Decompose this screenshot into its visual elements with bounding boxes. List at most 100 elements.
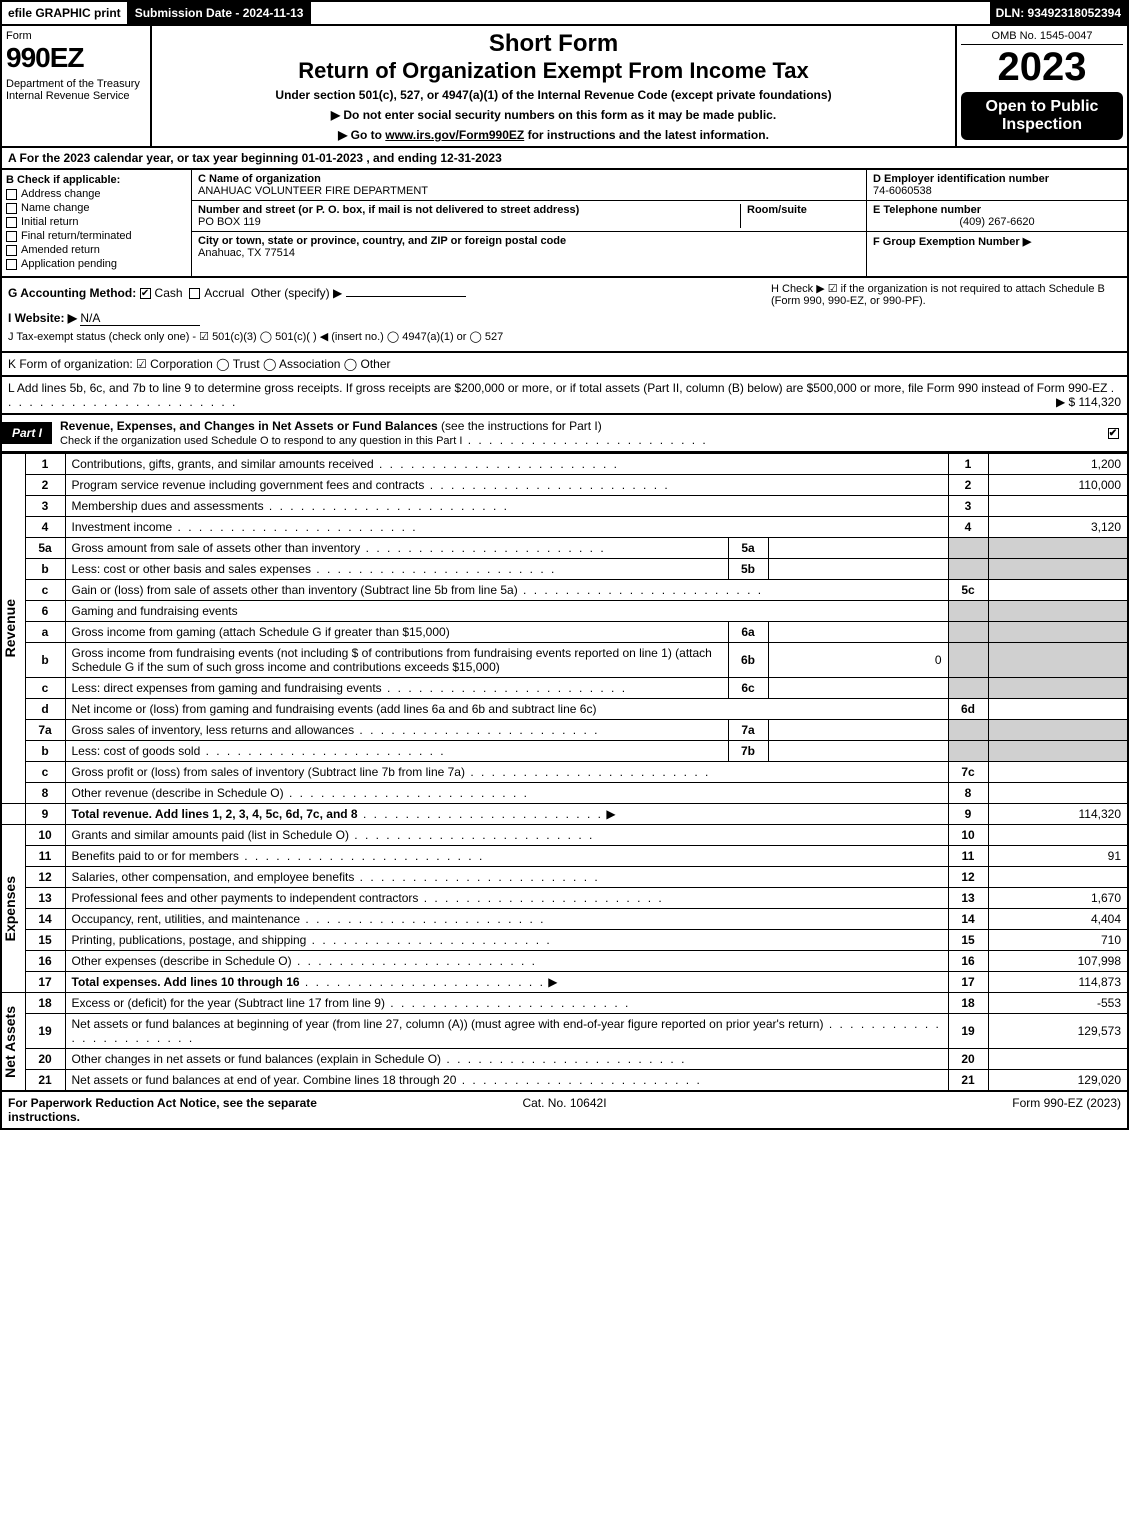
l7c-d: Gross profit or (loss) from sales of inv… [72, 765, 465, 779]
l2-d: Program service revenue including govern… [72, 478, 425, 492]
expenses-label: Expenses [2, 876, 18, 941]
chk-address[interactable]: Address change [6, 188, 187, 200]
website: N/A [80, 311, 200, 326]
d-head: D Employer identification number [873, 173, 1049, 185]
l17-d: Total expenses. Add lines 10 through 16 [72, 975, 300, 989]
chk-final[interactable]: Final return/terminated [6, 230, 187, 242]
part1-checkbox[interactable] [1103, 426, 1127, 440]
part1-title: Revenue, Expenses, and Changes in Net As… [52, 415, 1103, 451]
chk-amended[interactable]: Amended return [6, 244, 187, 256]
col-b: B Check if applicable: Address change Na… [2, 170, 192, 276]
l17-v: 114,873 [988, 972, 1128, 993]
part1-check-line: Check if the organization used Schedule … [60, 435, 462, 447]
section-ghij: H Check ▶ ☑ if the organization is not r… [0, 278, 1129, 353]
l6b-v: 0 [768, 643, 948, 678]
l18-d: Excess or (deficit) for the year (Subtra… [72, 996, 385, 1010]
title-box: Short Form Return of Organization Exempt… [152, 26, 957, 146]
l-amount: ▶ $ 114,320 [1056, 395, 1121, 409]
irs-link[interactable]: www.irs.gov/Form990EZ [385, 128, 524, 142]
l1-v: 1,200 [988, 454, 1128, 475]
short-form-title: Short Form [156, 30, 951, 58]
l1-d: Contributions, gifts, grants, and simila… [72, 457, 374, 471]
city: Anahuac, TX 77514 [198, 247, 295, 259]
footer-center: Cat. No. 10642I [379, 1096, 750, 1124]
room-head: Room/suite [747, 204, 807, 216]
ein: 74-6060538 [873, 185, 932, 197]
l9-v: 114,320 [988, 804, 1128, 825]
l15-v: 710 [988, 930, 1128, 951]
footer-left: For Paperwork Reduction Act Notice, see … [8, 1096, 379, 1124]
c-street-head: Number and street (or P. O. box, if mail… [198, 204, 579, 216]
section-b-through-f: B Check if applicable: Address change Na… [0, 170, 1129, 278]
i-prefix: I Website: ▶ [8, 311, 77, 325]
c-city-head: City or town, state or province, country… [198, 235, 566, 247]
line-j: J Tax-exempt status (check only one) - ☑… [8, 330, 1121, 343]
e-head: E Telephone number [873, 204, 981, 216]
l2-v: 110,000 [988, 475, 1128, 496]
l15-d: Printing, publications, postage, and shi… [72, 933, 307, 947]
part1-tab: Part I [2, 422, 52, 444]
l19-d: Net assets or fund balances at beginning… [72, 1017, 824, 1031]
chk-name[interactable]: Name change [6, 202, 187, 214]
l1-r: 1 [948, 454, 988, 475]
l18-v: -553 [988, 993, 1128, 1014]
l-text: L Add lines 5b, 6c, and 7b to line 9 to … [8, 381, 1107, 395]
l13-v: 1,670 [988, 888, 1128, 909]
l16-v: 107,998 [988, 951, 1128, 972]
form-label: Form [6, 30, 146, 42]
chk-initial[interactable]: Initial return [6, 216, 187, 228]
year-box: OMB No. 1545-0047 2023 Open to Public In… [957, 26, 1127, 146]
l21-d: Net assets or fund balances at end of ye… [72, 1073, 457, 1087]
footer-right: Form 990-EZ (2023) [750, 1096, 1121, 1124]
l7b-d: Less: cost of goods sold [72, 744, 201, 758]
l10-d: Grants and similar amounts paid (list in… [72, 828, 349, 842]
g-other-input[interactable] [346, 296, 466, 297]
form-box: Form 990EZ Department of the Treasury In… [2, 26, 152, 146]
l6b-d: Gross income from fundraising events (no… [72, 646, 712, 674]
efile-label[interactable]: efile GRAPHIC print [2, 2, 129, 24]
line-i: I Website: ▶ N/A [8, 311, 1121, 326]
note-ssn: ▶ Do not enter social security numbers o… [156, 108, 951, 122]
form-number: 990EZ [6, 42, 146, 74]
chk-accrual[interactable] [189, 288, 200, 299]
l16-d: Other expenses (describe in Schedule O) [72, 954, 292, 968]
part1-header: Part I Revenue, Expenses, and Changes in… [0, 415, 1129, 453]
dln: DLN: 93492318052394 [990, 2, 1127, 24]
tax-year: 2023 [961, 45, 1123, 90]
l12-d: Salaries, other compensation, and employ… [72, 870, 355, 884]
return-title: Return of Organization Exempt From Incom… [156, 58, 951, 84]
l11-v: 91 [988, 846, 1128, 867]
l6d-d: Net income or (loss) from gaming and fun… [72, 702, 597, 716]
l5c-d: Gain or (loss) from sale of assets other… [72, 583, 518, 597]
l6c-d: Less: direct expenses from gaming and fu… [72, 681, 382, 695]
dept: Department of the Treasury Internal Reve… [6, 78, 146, 102]
submission-date: Submission Date - 2024-11-13 [129, 2, 312, 24]
chk-pending[interactable]: Application pending [6, 258, 187, 270]
note2-suffix: for instructions and the latest informat… [524, 128, 769, 142]
l4-v: 3,120 [988, 517, 1128, 538]
l4-d: Investment income [72, 520, 173, 534]
street: PO BOX 119 [198, 216, 261, 228]
form-header: Form 990EZ Department of the Treasury In… [0, 26, 1129, 148]
l9-d: Total revenue. Add lines 1, 2, 3, 4, 5c,… [72, 807, 358, 821]
line-k: K Form of organization: ☑ Corporation ◯ … [0, 353, 1129, 377]
note2-prefix: ▶ Go to [338, 128, 385, 142]
l1-n: 1 [25, 454, 65, 475]
netassets-label: Net Assets [2, 1006, 18, 1078]
line-l: L Add lines 5b, 6c, and 7b to line 9 to … [0, 377, 1129, 415]
f-head: F Group Exemption Number ▶ [873, 236, 1031, 248]
l5b-d: Less: cost or other basis and sales expe… [72, 562, 311, 576]
g-other: Other (specify) ▶ [251, 286, 342, 300]
l6-d: Gaming and fundraising events [65, 601, 948, 622]
c-name-head: C Name of organization [198, 173, 321, 185]
omb: OMB No. 1545-0047 [961, 30, 1123, 45]
l20-d: Other changes in net assets or fund bala… [72, 1052, 442, 1066]
col-c: C Name of organization ANAHUAC VOLUNTEER… [192, 170, 867, 276]
note-link: ▶ Go to www.irs.gov/Form990EZ for instru… [156, 128, 951, 142]
footer: For Paperwork Reduction Act Notice, see … [0, 1092, 1129, 1130]
line-a: A For the 2023 calendar year, or tax yea… [0, 148, 1129, 170]
l8-d: Other revenue (describe in Schedule O) [72, 786, 284, 800]
chk-cash[interactable] [140, 288, 151, 299]
l19-v: 129,573 [988, 1014, 1128, 1049]
line-h: H Check ▶ ☑ if the organization is not r… [771, 282, 1121, 307]
